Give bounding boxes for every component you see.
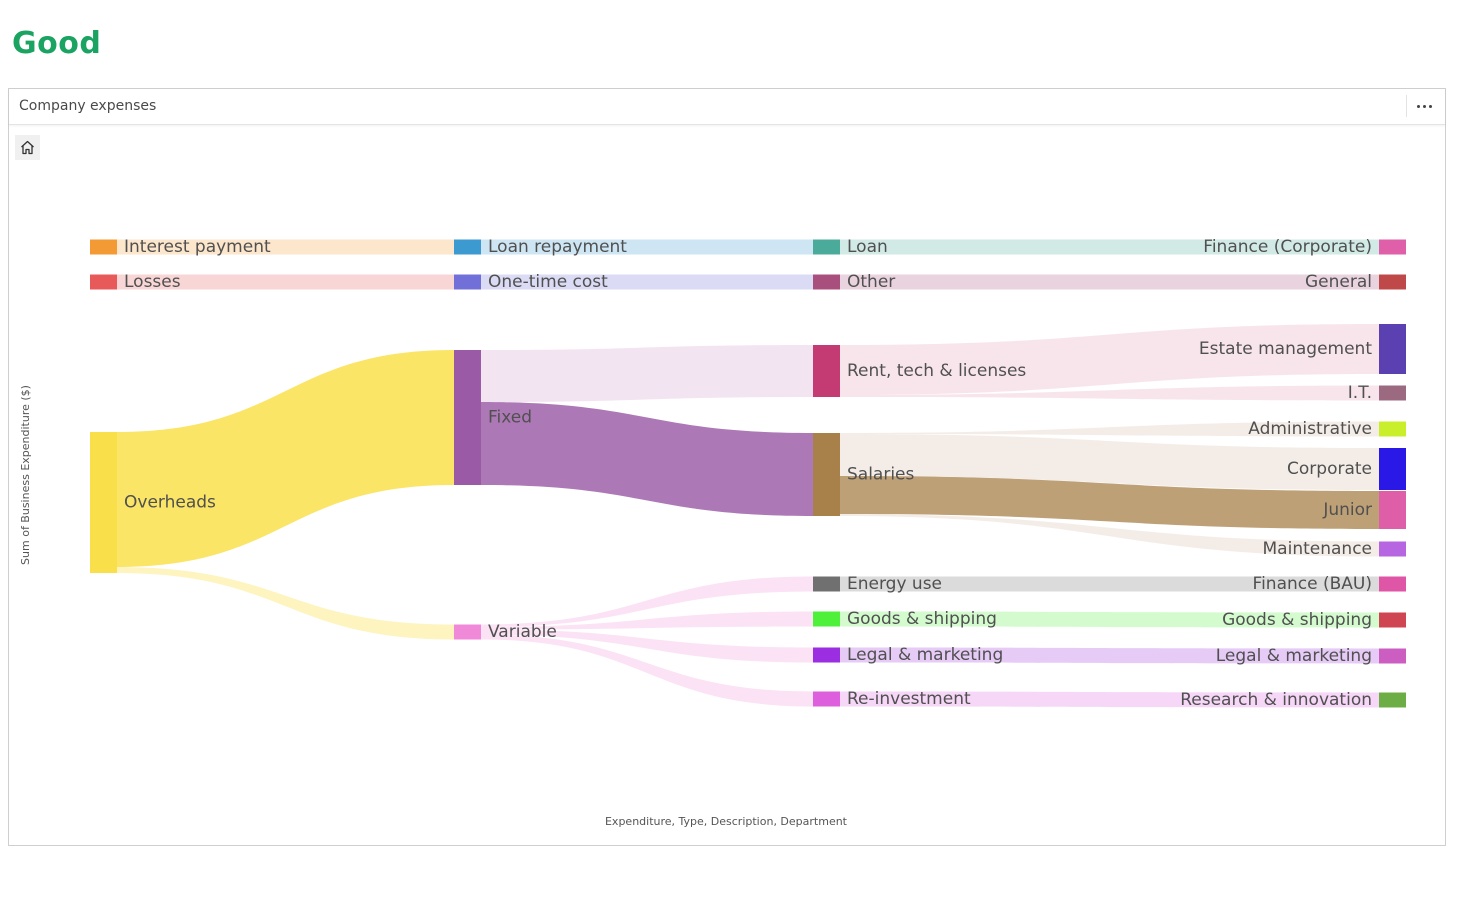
node-label-variable: Variable [488,622,557,642]
y-axis-label: Sum of Business Expenditure ($) [19,385,32,565]
sankey-link-rent-estate[interactable] [840,324,1379,395]
sankey-node-it[interactable] [1379,385,1406,401]
sankey-node-finbau[interactable] [1379,576,1406,592]
sankey-nodes [90,239,1406,708]
node-label-reinv: Re-investment [847,689,971,709]
sankey-link-energy-finbau[interactable] [840,576,1379,592]
node-label-fincorp: Finance (Corporate) [1203,237,1372,257]
node-label-losses: Losses [124,272,181,292]
sankey-node-interest[interactable] [90,239,117,255]
sankey-link-variable-goods2[interactable] [481,611,813,630]
sankey-node-maint[interactable] [1379,541,1406,557]
node-label-salaries: Salaries [847,465,915,485]
sankey-link-fixed-salaries[interactable] [481,402,813,516]
sankey-node-reinv[interactable] [813,691,840,707]
sankey-link-loanrep-loan[interactable] [481,239,813,255]
quality-badge: Good [12,26,102,61]
node-label-goods2: Goods & shipping [847,609,997,629]
sankey-node-goods3[interactable] [1379,612,1406,628]
sankey-node-salaries[interactable] [813,433,840,516]
node-label-it: I.T. [1348,383,1372,403]
x-axis-label: Expenditure, Type, Description, Departme… [605,815,848,828]
sankey-labels: Interest payment Losses Overheads Loan repa… [124,237,1372,710]
sankey-node-overheads[interactable] [90,432,117,573]
sankey-link-salaries-maint[interactable] [840,514,1379,557]
node-label-loanrep: Loan repayment [488,237,627,257]
sankey-link-salaries-admin[interactable] [840,421,1379,437]
sankey-link-legal2-legal3[interactable] [840,647,1379,664]
sankey-links [117,239,1379,708]
more-horizontal-icon [1416,104,1420,108]
sankey-link-goods2-goods3[interactable] [840,611,1379,628]
node-label-junior: Junior [1322,500,1372,520]
header-divider [1406,95,1407,117]
node-label-other: Other [847,272,895,292]
more-options-button[interactable] [1411,95,1437,117]
node-label-interest: Interest payment [124,237,271,257]
sankey-node-fincorp[interactable] [1379,239,1406,255]
sankey-node-legal3[interactable] [1379,648,1406,664]
node-label-rent: Rent, tech & licenses [847,361,1026,381]
sankey-link-salaries-junior[interactable] [840,476,1379,529]
sankey-link-other-general[interactable] [840,274,1379,290]
home-icon [21,140,34,155]
sankey-link-rent-it[interactable] [840,385,1379,401]
sankey-node-corporate[interactable] [1379,448,1406,490]
card-header: Company expenses [9,89,1445,125]
node-label-corporate: Corporate [1287,459,1372,479]
sankey-link-onetime-other[interactable] [481,274,813,290]
sankey-node-energy[interactable] [813,576,840,592]
sankey-link-reinv-research[interactable] [840,691,1379,708]
sankey-link-salaries-corporate[interactable] [840,434,1379,490]
sankey-node-junior[interactable] [1379,491,1406,529]
node-label-goods3: Goods & shipping [1222,610,1372,630]
node-label-overheads: Overheads [124,493,216,513]
sankey-link-variable-reinv[interactable] [481,634,813,707]
node-label-finbau: Finance (BAU) [1253,574,1372,594]
sankey-link-variable-legal2[interactable] [481,629,813,663]
sankey-link-interest-loanrep[interactable] [117,239,454,255]
sankey-node-general[interactable] [1379,274,1406,290]
sankey-node-variable[interactable] [454,624,481,640]
sankey-node-admin[interactable] [1379,421,1406,437]
sankey-link-overheads-variable[interactable] [117,567,454,640]
node-label-legal3: Legal & marketing [1216,646,1372,666]
sankey-link-overheads-fixed[interactable] [117,350,454,567]
sankey-node-research[interactable] [1379,692,1406,708]
sankey-link-variable-energy[interactable] [481,576,813,628]
sankey-link-fixed-rent[interactable] [481,345,813,402]
node-label-estate: Estate management [1199,339,1372,359]
node-label-maint: Maintenance [1263,539,1372,559]
sankey-node-rent[interactable] [813,345,840,397]
sankey-node-goods2[interactable] [813,611,840,627]
node-label-onetime: One-time cost [488,272,608,292]
sankey-node-estate[interactable] [1379,324,1406,374]
node-label-energy: Energy use [847,574,942,594]
node-label-research: Research & innovation [1180,690,1372,710]
sankey-link-loan-fincorp[interactable] [840,239,1379,255]
node-label-general: General [1305,272,1372,292]
sankey-node-loanrep[interactable] [454,239,481,255]
sankey-node-other[interactable] [813,274,840,290]
sankey-node-loan[interactable] [813,239,840,255]
home-button[interactable] [15,135,40,160]
sankey-node-legal2[interactable] [813,647,840,663]
sankey-link-losses-onetime[interactable] [117,274,454,290]
node-label-loan: Loan [847,237,888,257]
node-label-legal2: Legal & marketing [847,645,1003,665]
node-label-fixed: Fixed [488,408,532,428]
sankey-node-fixed[interactable] [454,350,481,485]
sankey-node-losses[interactable] [90,274,117,290]
sankey-node-onetime[interactable] [454,274,481,290]
card-title: Company expenses [19,98,157,114]
node-label-admin: Administrative [1248,419,1372,439]
